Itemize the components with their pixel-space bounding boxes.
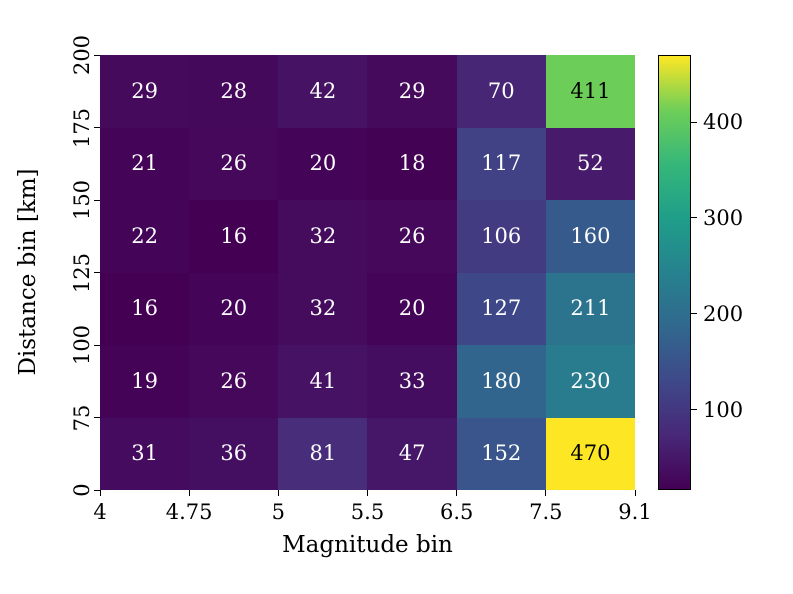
x-tick-label: 4.75 [165,500,213,524]
colorbar-tick-mark [691,409,697,410]
x-tick-label: 5.5 [350,500,385,524]
y-tick-mark [94,127,100,128]
heatmap-cell: 52 [545,127,635,200]
y-tick-label: 75 [70,404,94,431]
y-tick-label: 150 [70,179,94,221]
heatmap-cell: 33 [367,345,457,418]
heatmap-cell: 70 [456,55,546,128]
heatmap-cell: 127 [456,272,546,345]
x-tick-label: 9.1 [618,500,652,524]
heatmap-cell: 47 [367,417,457,490]
heatmap-cell: 26 [189,345,279,418]
colorbar-tick-mark [691,313,697,315]
heatmap-cell: 211 [545,272,635,345]
colorbar-tick-label: 200 [703,301,744,326]
heatmap-cell: 19 [100,345,190,418]
heatmap-cell: 41 [278,345,368,418]
y-tick-label: 200 [70,34,94,76]
colorbar-tick-label: 400 [703,110,744,135]
heatmap-cell: 20 [367,272,457,345]
x-tick-mark [188,490,190,496]
heatmap-cell: 32 [278,200,368,273]
y-tick-label: 0 [70,483,94,497]
heatmap-cell: 16 [100,272,190,345]
x-tick-label: 6.5 [439,500,474,524]
heatmap-cell: 106 [456,200,546,273]
x-tick-mark [456,490,458,496]
y-tick-mark [94,417,100,418]
y-axis-label: Distance bin [km] [15,168,41,376]
colorbar-tick-label: 100 [703,397,744,422]
heatmap-cell: 18 [367,127,457,200]
colorbar-tick-mark [691,217,697,219]
x-tick-mark [545,490,547,496]
x-axis-label: Magnitude bin [282,532,453,558]
heatmap-cell: 16 [189,200,279,273]
heatmap-cell: 20 [278,127,368,200]
heatmap-cell: 26 [367,200,457,273]
x-tick-label: 5 [271,500,286,524]
y-tick-label: 125 [70,252,94,293]
y-tick-mark [94,54,100,56]
heatmap-cell: 21 [100,127,190,200]
heatmap-cell: 117 [456,127,546,200]
heatmap-cell: 230 [545,345,635,418]
colorbar [658,55,691,490]
colorbar-tick-label: 300 [703,205,744,230]
y-tick-label: 100 [70,324,94,366]
x-tick-label: 7.5 [529,500,563,524]
heatmap-cell: 470 [545,417,635,490]
y-tick-mark [94,272,100,273]
x-tick-mark [277,490,279,496]
heatmap-cell: 180 [456,345,546,418]
heatmap-cell: 152 [456,417,546,490]
x-tick-mark [634,490,636,496]
heatmap-cell: 160 [545,200,635,273]
heatmap-cell: 36 [189,417,279,490]
y-tick-mark [94,199,100,201]
heatmap-cell: 411 [545,55,635,128]
heatmap-cell: 29 [100,55,190,128]
colorbar-tick-mark [691,121,697,123]
y-tick-mark [94,344,100,346]
heatmap-cell: 28 [189,55,279,128]
y-tick-mark [94,489,100,491]
heatmap-cell: 42 [278,55,368,128]
heatmap-cell: 81 [278,417,368,490]
y-tick-label: 175 [70,107,94,148]
x-tick-label: 4 [93,500,107,524]
heatmap-cell: 32 [278,272,368,345]
heatmap-cell: 26 [189,127,279,200]
heatmap-cell: 31 [100,417,190,490]
heatmap-plot: 29 28 42 29 70 411 21 26 20 18 117 52 22 16 32 26 106 160… [100,55,635,490]
x-tick-mark [99,490,101,496]
heatmap-cell: 22 [100,200,190,273]
x-tick-mark [367,490,368,496]
heatmap-cell: 29 [367,55,457,128]
heatmap-cell: 20 [189,272,279,345]
